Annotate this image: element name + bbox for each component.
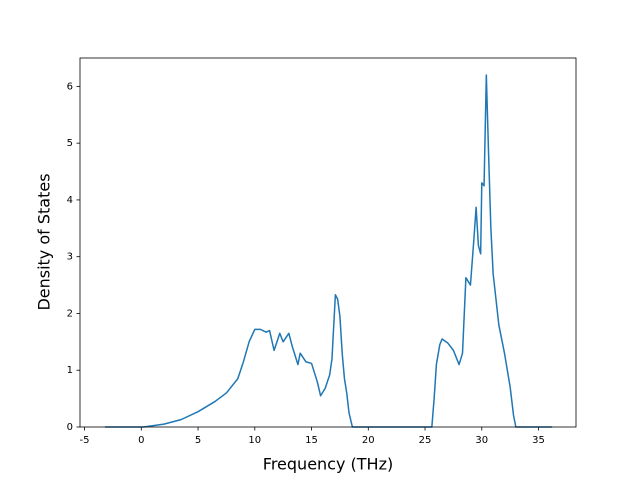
x-tick-label: -5 [80,435,90,446]
x-tick-label: 15 [305,435,318,446]
y-axis-label: Density of States [35,173,54,310]
x-tick-label: 10 [248,435,261,446]
line [104,74,553,428]
y-tick-label: 5 [67,138,73,149]
y-tick-label: 0 [67,422,73,433]
x-tick-label: 20 [362,435,375,446]
y-tick-label: 3 [67,252,73,263]
y-tick-label: 4 [67,195,73,206]
x-axis-label: Frequency (THz) [263,455,393,474]
y-tick-label: 6 [67,81,73,92]
x-tick-label: 35 [532,435,545,446]
x-tick-label: 5 [195,435,201,446]
y-tick-label: 1 [67,365,73,376]
x-tick-label: 30 [475,435,488,446]
x-tick-label: 25 [419,435,432,446]
x-tick-label: 0 [138,435,144,446]
plot-frame [79,57,577,428]
y-tick-label: 2 [67,308,73,319]
